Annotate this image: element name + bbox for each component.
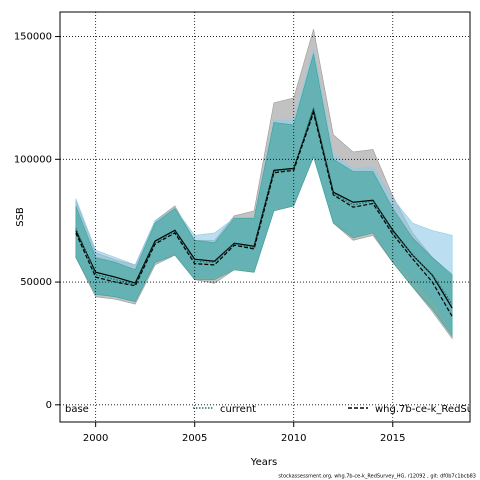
x-tick-label: 2015 [380,433,405,444]
legend-label: whg.7b-ce-k_RedSu [375,404,473,415]
y-tick-label: 0 [46,400,52,411]
x-tick-label: 2010 [281,433,306,444]
y-tick-label: 100000 [14,154,52,165]
footer: stockassessment.org, whg.7b-ce-k_RedSurv… [278,474,476,480]
legend-label: current [220,404,256,415]
y-axis-label: SSB [15,207,26,227]
x-tick-label: 2005 [182,433,207,444]
line [75,110,453,317]
frame [59,11,471,423]
band [75,53,453,337]
legend-label: base [65,404,89,415]
y-tick-label: 50000 [20,277,52,288]
x-axis-label: Years [250,457,277,468]
x-tick-label: 2000 [83,433,108,444]
y-tick-label: 150000 [14,32,52,43]
plot-area: base current whg.7b-ce-k_RedSu [65,29,473,415]
